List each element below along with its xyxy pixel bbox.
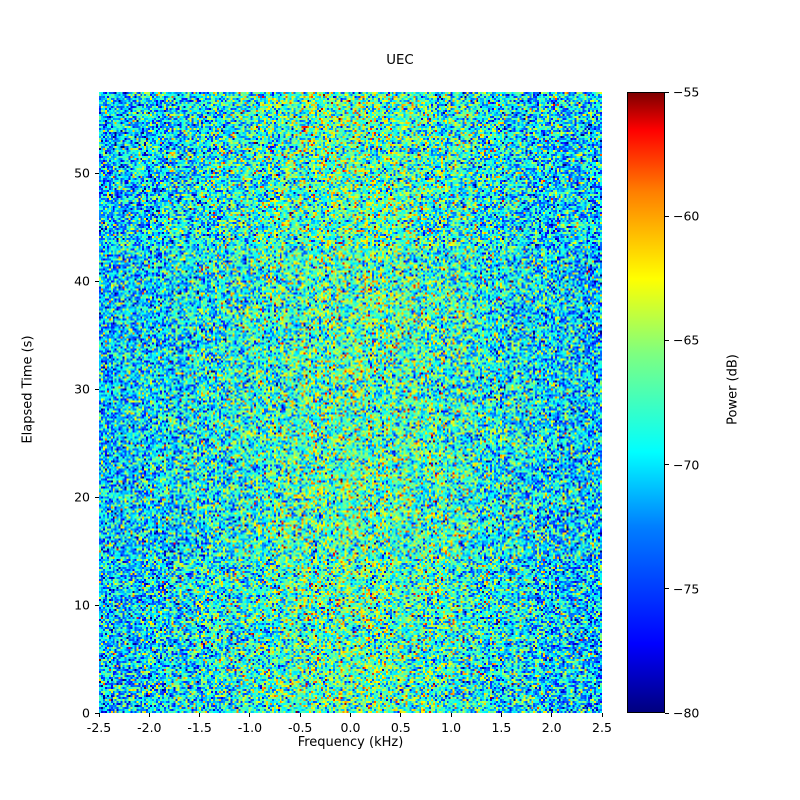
colorbar-tick-label: −80	[673, 705, 700, 721]
y-tick-label: 10	[74, 597, 90, 613]
colorbar-tick-mark	[665, 339, 669, 341]
colorbar-label: Power (dB)	[725, 354, 741, 425]
x-tick-label: 2.0	[541, 720, 562, 735]
x-tick-mark	[249, 713, 251, 717]
y-tick-mark	[95, 496, 99, 498]
x-tick-mark	[299, 713, 301, 717]
y-tick-label: 30	[74, 381, 90, 397]
x-tick-label: -1.5	[187, 720, 212, 735]
spectrogram-image	[99, 92, 602, 713]
x-tick-label: 0.5	[390, 720, 411, 735]
x-tick-label: -2.0	[137, 720, 162, 735]
x-tick-mark	[450, 713, 452, 717]
y-tick-mark	[95, 604, 99, 606]
colorbar-tick-label: −75	[673, 581, 700, 597]
y-axis-label: Elapsed Time (s)	[20, 335, 36, 444]
power-colorbar[interactable]	[627, 92, 665, 713]
x-tick-mark	[350, 713, 351, 717]
spectrogram-axes[interactable]	[99, 92, 602, 713]
y-tick-mark	[95, 712, 99, 714]
x-tick-mark	[148, 713, 150, 717]
x-axis-label: Frequency (kHz)	[297, 735, 404, 750]
colorbar-tick-mark	[665, 464, 669, 466]
y-tick-label: 50	[74, 165, 90, 181]
y-tick-mark	[95, 280, 99, 282]
x-tick-label: 1.0	[441, 720, 462, 735]
colorbar-tick-label: −55	[673, 84, 700, 100]
colorbar-tick-label: −65	[673, 332, 700, 348]
y-tick-mark	[95, 172, 99, 174]
x-tick-label: 1.5	[491, 720, 512, 735]
x-tick-mark	[400, 713, 402, 717]
y-tick-mark	[95, 388, 99, 390]
y-tick-label: 40	[74, 273, 90, 289]
x-tick-mark	[500, 713, 502, 717]
colorbar-tick-mark	[665, 215, 669, 217]
colorbar-tick-label: −60	[673, 208, 700, 224]
x-tick-mark	[199, 713, 201, 717]
x-tick-label: -1.0	[237, 720, 263, 735]
y-tick-label: 20	[74, 489, 90, 505]
title-line-station: UEC	[386, 53, 414, 68]
colorbar-tick-mark	[665, 588, 669, 590]
x-tick-mark	[551, 713, 553, 717]
x-tick-mark	[601, 713, 603, 717]
x-tick-label: 2.5	[592, 720, 612, 735]
y-tick-label: 0	[82, 705, 90, 721]
x-tick-label: -0.5	[287, 720, 313, 735]
x-tick-label: -2.5	[86, 720, 112, 735]
colorbar-tick-mark	[665, 91, 669, 93]
colorbar-tick-label: −70	[673, 457, 700, 473]
x-tick-mark	[98, 713, 100, 717]
x-tick-label: 0.0	[340, 720, 361, 735]
colorbar-tick-mark	[665, 712, 669, 714]
